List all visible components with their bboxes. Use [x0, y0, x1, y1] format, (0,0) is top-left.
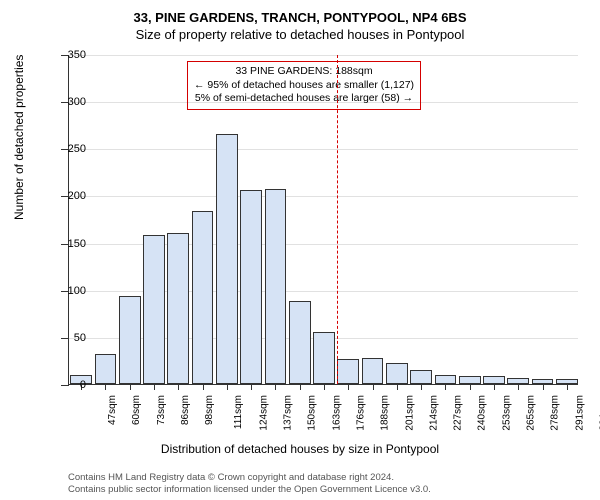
x-tick — [203, 384, 204, 390]
plot-area: 33 PINE GARDENS: 188sqm ← 95% of detache… — [68, 55, 578, 385]
histogram-bar — [289, 301, 311, 384]
x-tick-label: 60sqm — [131, 395, 142, 425]
histogram-bar — [192, 211, 214, 384]
x-tick-label: 278sqm — [550, 395, 561, 431]
x-tick-label: 201sqm — [404, 395, 415, 431]
chart-title-1: 33, PINE GARDENS, TRANCH, PONTYPOOL, NP4… — [0, 0, 600, 25]
x-tick-label: 291sqm — [574, 395, 585, 431]
x-tick — [373, 384, 374, 390]
grid-line — [69, 149, 578, 150]
y-tick-label: 0 — [80, 379, 86, 391]
x-tick — [275, 384, 276, 390]
x-tick-label: 111sqm — [233, 395, 244, 429]
grid-line — [69, 196, 578, 197]
x-tick-label: 98sqm — [204, 395, 215, 425]
y-tick-label: 250 — [68, 143, 86, 155]
x-tick — [397, 384, 398, 390]
x-tick-label: 240sqm — [477, 395, 488, 431]
histogram-bar — [143, 235, 165, 384]
chart-container: 33, PINE GARDENS, TRANCH, PONTYPOOL, NP4… — [0, 0, 600, 500]
histogram-bar — [216, 134, 238, 384]
x-tick-label: 47sqm — [107, 395, 118, 425]
annotation-line-3: 5% of semi-detached houses are larger (5… — [194, 92, 414, 106]
x-tick — [300, 384, 301, 390]
x-tick — [518, 384, 519, 390]
histogram-bar — [95, 354, 117, 384]
histogram-bar — [410, 370, 432, 384]
x-tick — [324, 384, 325, 390]
x-tick — [470, 384, 471, 390]
annotation-line-2: ← 95% of detached houses are smaller (1,… — [194, 79, 414, 93]
x-tick — [251, 384, 252, 390]
histogram-bar — [337, 359, 359, 384]
footer-line-2: Contains public sector information licen… — [68, 484, 431, 495]
x-tick — [494, 384, 495, 390]
chart-title-2: Size of property relative to detached ho… — [0, 25, 600, 42]
y-tick-label: 350 — [68, 49, 86, 61]
x-tick — [348, 384, 349, 390]
x-tick-label: 163sqm — [331, 395, 342, 431]
histogram-bar — [386, 363, 408, 384]
y-tick-label: 200 — [68, 190, 86, 202]
histogram-bar — [313, 332, 335, 384]
grid-line — [69, 55, 578, 56]
x-tick — [421, 384, 422, 390]
histogram-bar — [240, 190, 262, 384]
x-tick-label: 227sqm — [453, 395, 464, 431]
x-tick — [445, 384, 446, 390]
x-tick — [130, 384, 131, 390]
x-tick-label: 265sqm — [526, 395, 537, 431]
histogram-bar — [167, 233, 189, 384]
x-tick-label: 73sqm — [156, 395, 167, 425]
y-tick-label: 300 — [68, 96, 86, 108]
x-tick-label: 214sqm — [428, 395, 439, 431]
footer-line-1: Contains HM Land Registry data © Crown c… — [68, 472, 431, 483]
y-tick — [61, 385, 69, 386]
histogram-bar — [483, 376, 505, 384]
x-tick-label: 137sqm — [283, 395, 294, 431]
x-tick-label: 253sqm — [501, 395, 512, 431]
histogram-bar — [265, 189, 287, 384]
x-tick — [105, 384, 106, 390]
y-tick-label: 100 — [68, 285, 86, 297]
histogram-bar — [119, 296, 141, 384]
x-tick-label: 188sqm — [380, 395, 391, 431]
x-tick-label: 150sqm — [307, 395, 318, 431]
x-axis-title: Distribution of detached houses by size … — [0, 442, 600, 456]
x-tick-label: 86sqm — [180, 395, 191, 425]
y-tick — [61, 338, 69, 339]
x-tick-label: 176sqm — [356, 395, 367, 431]
reference-line — [337, 55, 338, 384]
histogram-bar — [435, 375, 457, 384]
x-tick — [543, 384, 544, 390]
y-tick-label: 150 — [68, 238, 86, 250]
histogram-bar — [459, 376, 481, 384]
grid-line — [69, 102, 578, 103]
histogram-bar — [362, 358, 384, 384]
annotation-line-1: 33 PINE GARDENS: 188sqm — [194, 65, 414, 79]
x-tick — [178, 384, 179, 390]
y-axis-title: Number of detached properties — [12, 55, 26, 220]
footer: Contains HM Land Registry data © Crown c… — [68, 472, 431, 495]
x-tick-label: 124sqm — [258, 395, 269, 431]
x-tick — [567, 384, 568, 390]
x-tick — [154, 384, 155, 390]
x-tick — [227, 384, 228, 390]
y-tick-label: 50 — [74, 332, 86, 344]
